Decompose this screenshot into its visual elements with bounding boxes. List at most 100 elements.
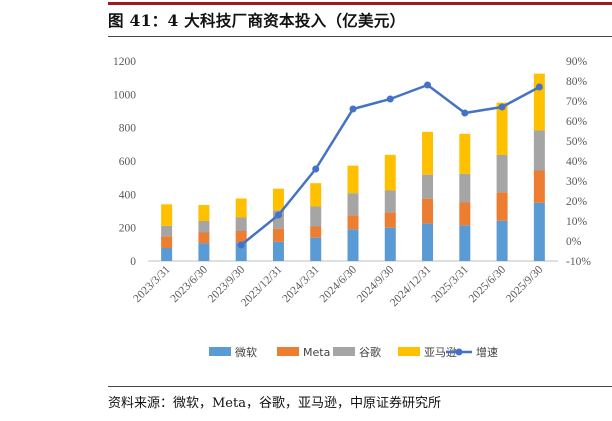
legend-swatch bbox=[277, 347, 299, 356]
bar-segment bbox=[161, 225, 173, 237]
bar-segment bbox=[422, 131, 434, 175]
bar-segment bbox=[459, 133, 471, 174]
y-left-tick-label: 1200 bbox=[113, 56, 136, 68]
growth-point bbox=[237, 241, 245, 249]
top-rule bbox=[108, 2, 612, 5]
bar-segment bbox=[496, 192, 508, 221]
x-tick-label: 2025/3/31 bbox=[429, 263, 471, 305]
bar-segment bbox=[310, 237, 322, 261]
y-right-tick-label: 20% bbox=[566, 196, 588, 208]
bar-segment bbox=[533, 130, 545, 171]
bar-segment bbox=[533, 170, 545, 203]
bar-segment bbox=[533, 73, 545, 131]
legend-line-marker bbox=[455, 348, 463, 356]
bar-segment bbox=[347, 193, 359, 216]
y-right-tick-label: -10% bbox=[566, 256, 591, 268]
legend-swatch bbox=[209, 347, 231, 356]
bar-segment bbox=[161, 204, 173, 226]
bar-segment bbox=[198, 232, 210, 244]
x-tick-label: 2024/12/31 bbox=[388, 263, 434, 309]
y-right-tick-label: 70% bbox=[566, 96, 588, 108]
legend-swatch bbox=[398, 347, 420, 356]
legend-swatch bbox=[333, 347, 355, 356]
y-left-tick-label: 400 bbox=[119, 189, 137, 201]
growth-point bbox=[535, 83, 543, 91]
legend: 微软 Meta 谷歌 亚马逊 增速 bbox=[209, 345, 498, 359]
bar-segment bbox=[198, 243, 210, 261]
bar-segment bbox=[272, 210, 284, 229]
growth-point bbox=[461, 109, 469, 117]
bar-segment bbox=[459, 173, 471, 203]
x-tick-label: 2024/6/30 bbox=[318, 263, 360, 305]
y-right-tick-label: 0% bbox=[566, 236, 582, 248]
y-right-tick-label: 30% bbox=[566, 176, 588, 188]
bar-segment bbox=[384, 190, 396, 213]
x-axis-labels: 2023/3/312023/6/302023/9/302023/12/31202… bbox=[131, 263, 545, 309]
legend-label: Meta bbox=[303, 346, 330, 359]
bar-segment bbox=[161, 236, 173, 248]
bar-segment bbox=[310, 183, 322, 207]
x-tick-label: 2023/3/31 bbox=[131, 263, 173, 305]
legend-label: 增速 bbox=[476, 345, 498, 359]
y-right-tick-label: 90% bbox=[566, 56, 588, 68]
figure-title: 图 41：4 大科技厂商资本投入（亿美元） bbox=[108, 11, 406, 30]
bottom-rule bbox=[108, 386, 612, 387]
source-note: 资料来源：微软，Meta，谷歌，亚马逊，中原证券研究所 bbox=[108, 396, 441, 411]
bar-segment bbox=[272, 188, 284, 211]
legend-label: 亚马逊 bbox=[424, 346, 457, 359]
growth-point bbox=[349, 105, 357, 113]
y-right-axis: -10% 0% 10% 20% 30% 40% 50% 60% 70% 80% 90% bbox=[566, 56, 591, 268]
y-left-tick-label: 200 bbox=[119, 223, 137, 235]
y-left-tick-label: 0 bbox=[130, 256, 136, 268]
bar-segment bbox=[459, 225, 471, 261]
bar-segment bbox=[496, 102, 508, 155]
bar-segment bbox=[347, 215, 359, 230]
bar-segment bbox=[310, 206, 322, 227]
x-tick-label: 2025/6/30 bbox=[467, 263, 509, 305]
bar-segment bbox=[384, 154, 396, 191]
y-right-tick-label: 80% bbox=[566, 76, 588, 88]
bar-segment bbox=[422, 223, 434, 261]
bar-series bbox=[161, 73, 545, 261]
x-tick-label: 2023/6/30 bbox=[169, 263, 211, 305]
growth-point bbox=[312, 165, 320, 173]
bar-segment bbox=[347, 229, 359, 261]
bar-segment bbox=[533, 202, 545, 261]
y-left-tick-label: 800 bbox=[119, 123, 137, 135]
bar-segment bbox=[272, 228, 284, 242]
bar-segment bbox=[310, 226, 322, 238]
y-left-tick-label: 1000 bbox=[113, 89, 136, 101]
y-right-tick-label: 10% bbox=[566, 216, 588, 228]
bar-segment bbox=[272, 241, 284, 261]
bar-segment bbox=[384, 212, 396, 228]
y-right-tick-label: 40% bbox=[566, 156, 588, 168]
bar-segment bbox=[459, 202, 471, 226]
y-right-tick-label: 60% bbox=[566, 116, 588, 128]
x-tick-label: 2024/3/31 bbox=[280, 263, 322, 305]
growth-point bbox=[386, 95, 394, 103]
bar-segment bbox=[198, 221, 210, 233]
y-left-tick-label: 600 bbox=[119, 156, 137, 168]
bar-segment bbox=[235, 231, 247, 243]
growth-point bbox=[274, 211, 282, 219]
bar-segment bbox=[235, 198, 247, 218]
legend-label: 微软 bbox=[235, 345, 257, 359]
y-right-tick-label: 50% bbox=[566, 136, 588, 148]
x-tick-label: 2025/9/30 bbox=[504, 263, 546, 305]
bar-segment bbox=[496, 155, 508, 193]
y-left-axis: 0 200 400 600 800 1000 1200 bbox=[113, 56, 136, 268]
growth-line-series bbox=[237, 81, 543, 249]
bar-segment bbox=[422, 198, 434, 224]
bar-segment bbox=[347, 165, 359, 194]
bar-segment bbox=[198, 205, 210, 221]
growth-point bbox=[498, 103, 506, 111]
bar-segment bbox=[384, 227, 396, 261]
bar-segment bbox=[235, 242, 247, 261]
growth-point bbox=[424, 81, 432, 89]
bar-segment bbox=[422, 174, 434, 199]
bar-segment bbox=[496, 220, 508, 261]
bar-segment bbox=[161, 248, 173, 261]
legend-label: 谷歌 bbox=[359, 345, 381, 359]
x-tick-label: 2023/12/31 bbox=[239, 263, 285, 309]
